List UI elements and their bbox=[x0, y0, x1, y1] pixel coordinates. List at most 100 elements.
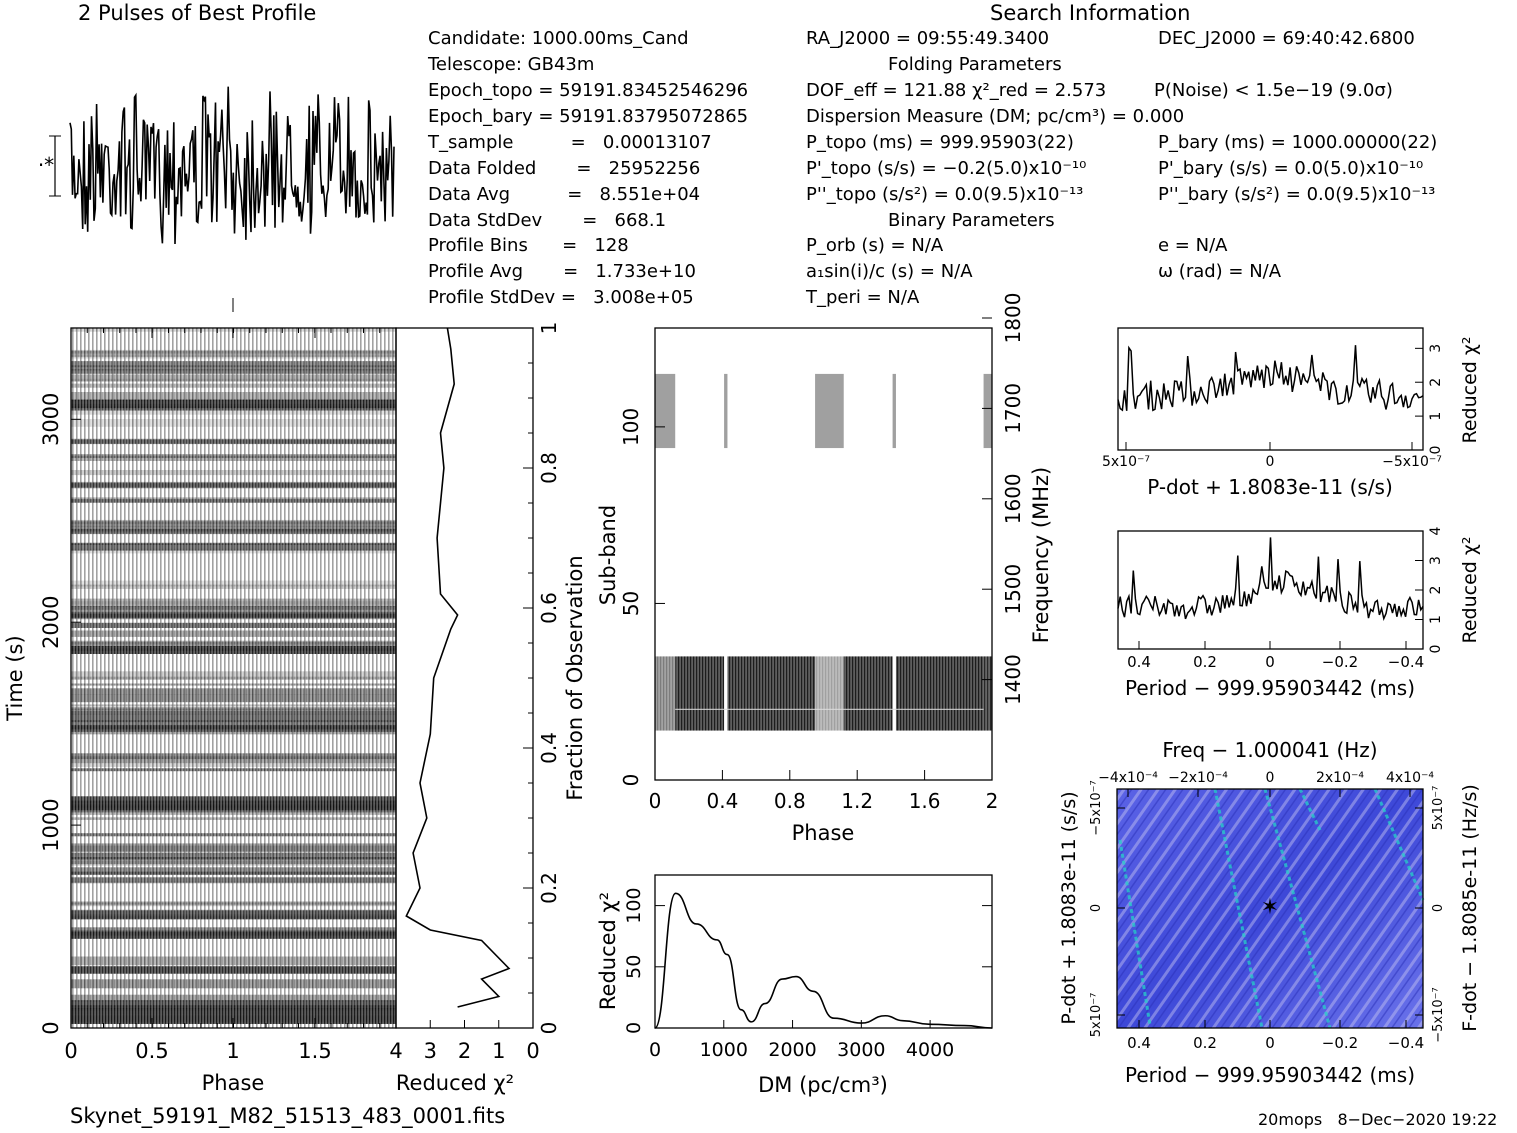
time-band bbox=[71, 671, 396, 676]
dec-line: DEC_J2000 = 69:40:42.6800 bbox=[1158, 28, 1415, 49]
frequency-ylabel: Frequency (MHz) bbox=[1029, 467, 1053, 643]
subband-block bbox=[983, 656, 992, 731]
a1sini-line: a₁sin(i)/c (s) = N/A bbox=[806, 261, 973, 282]
tsample-line: T_sample = 0.00013107 bbox=[428, 132, 712, 153]
ppdot-streak bbox=[1263, 788, 1332, 1029]
time-band bbox=[71, 1008, 396, 1016]
time-band bbox=[71, 455, 396, 461]
tick-label: 2000 bbox=[768, 1039, 816, 1061]
tick-label: 0.5 bbox=[135, 1039, 168, 1063]
tick-label: 0 bbox=[1428, 645, 1444, 654]
tick-label: −0.2 bbox=[1322, 653, 1358, 671]
tick-label: 5x10⁻⁷ bbox=[1089, 993, 1104, 1038]
time-band bbox=[71, 721, 396, 730]
tick-label: 1 bbox=[226, 1039, 239, 1063]
tick-label: −5x10⁻⁷ bbox=[1431, 987, 1446, 1042]
binary-title: Binary Parameters bbox=[888, 210, 1055, 231]
time-band bbox=[71, 759, 396, 767]
tick-label: 0.2 bbox=[537, 872, 561, 904]
dm-chi2-plot: 0 1000 2000 3000 4000 0 50 100 DM (pc/cm³) Red… bbox=[596, 874, 993, 1097]
tick-label: 1 bbox=[537, 322, 561, 335]
period-xlabel: Period − 999.95903442 (ms) bbox=[1125, 676, 1415, 700]
tick-label: 1 bbox=[1428, 412, 1444, 421]
tick-label: 1500 bbox=[1001, 564, 1025, 615]
tick-label: 1000 bbox=[700, 1039, 748, 1061]
tick-label: 0 bbox=[1428, 446, 1444, 455]
time-phase-ylabel: Time (s) bbox=[3, 635, 27, 721]
omega-line: ω (rad) = N/A bbox=[1158, 261, 1282, 282]
time-band bbox=[71, 383, 396, 388]
tick-label: 2x10⁻⁴ bbox=[1316, 770, 1364, 786]
pp-ylabel: P-dot + 1.8083e-11 (s/s) bbox=[1058, 791, 1080, 1024]
time-band bbox=[71, 909, 396, 915]
ppdot-streak bbox=[1213, 788, 1264, 1029]
time-band bbox=[71, 1000, 396, 1007]
folding-title: Folding Parameters bbox=[888, 54, 1062, 75]
time-band bbox=[71, 641, 396, 648]
time-band bbox=[71, 548, 396, 554]
subband-block bbox=[815, 373, 844, 449]
filename: Skynet_59191_M82_51513_483_0001.fits bbox=[70, 1104, 506, 1128]
time-band bbox=[71, 640, 396, 645]
subband-xlabel: Phase bbox=[792, 821, 855, 845]
time-band bbox=[71, 768, 396, 772]
time-chi2-ylabel: Fraction of Observation bbox=[563, 555, 587, 800]
pulse-profile-line bbox=[69, 86, 395, 245]
tick-label: 0 bbox=[39, 1021, 63, 1034]
time-band bbox=[71, 605, 396, 611]
subband-block bbox=[895, 656, 984, 731]
tick-label: 0 bbox=[619, 774, 643, 787]
time-band bbox=[71, 902, 396, 905]
pulse-profile-plot: ·* bbox=[38, 86, 395, 312]
tick-label: 0.4 bbox=[1127, 653, 1151, 671]
ppdot-streak bbox=[1373, 788, 1425, 901]
pdbary-line: P'_bary (s/s) = 0.0(5.0)x10⁻¹⁰ bbox=[1158, 158, 1424, 179]
time-chi2-line bbox=[405, 327, 511, 1008]
time-band bbox=[71, 994, 396, 1002]
tick-label: 1.5 bbox=[298, 1039, 331, 1063]
period-chi2-plot: 0.4 0.2 0 −0.2 −0.4 0 1 2 3 4 Period − 999.959034… bbox=[1117, 526, 1481, 700]
tick-label: 1700 bbox=[1001, 383, 1025, 434]
e-line: e = N/A bbox=[1158, 235, 1228, 256]
time-band bbox=[71, 438, 396, 444]
tick-label: −2x10⁻⁴ bbox=[1168, 770, 1228, 786]
time-band bbox=[71, 676, 396, 680]
pddtopo-line: P''_topo (s/s²) = 0.0(9.5)x10⁻¹³ bbox=[806, 184, 1084, 205]
pdot-chi2-line bbox=[1117, 345, 1424, 412]
time-band bbox=[71, 833, 396, 837]
time-band bbox=[71, 543, 396, 551]
profile-avg-line: Profile Avg = 1.733e+10 bbox=[428, 261, 696, 282]
time-band bbox=[71, 720, 396, 722]
epoch-topo-line: Epoch_topo = 59191.83452546296 bbox=[428, 80, 749, 101]
candidate-line: Candidate: 1000.00ms_Cand bbox=[428, 28, 689, 49]
time-band bbox=[71, 688, 396, 695]
time-band bbox=[71, 802, 396, 811]
porb-line: P_orb (s) = N/A bbox=[806, 235, 944, 256]
time-band bbox=[71, 853, 396, 860]
tick-label: 2000 bbox=[39, 595, 63, 648]
tick-label: 100 bbox=[623, 887, 645, 923]
time-band bbox=[71, 704, 396, 707]
time-band bbox=[71, 630, 396, 637]
pp-xlabel: Period − 999.95903442 (ms) bbox=[1125, 1063, 1415, 1087]
time-band bbox=[71, 369, 396, 373]
time-band bbox=[71, 756, 396, 759]
p-pdot-plot: ✶ 0.4 0.2 0 −0.2 −0.4 −4x10⁻⁴ −2x10⁻⁴ 0 2x10⁻⁴ 4x… bbox=[1058, 738, 1481, 1087]
tick-label: 3000 bbox=[39, 393, 63, 446]
ptopo-line: P_topo (ms) = 999.95903(22) bbox=[806, 132, 1074, 153]
time-band bbox=[71, 930, 396, 939]
tick-label: 1 bbox=[492, 1039, 505, 1063]
best-candidate-marker: ✶ bbox=[1261, 895, 1279, 920]
tick-label: 4x10⁻⁴ bbox=[1386, 770, 1434, 786]
tick-label: 0.6 bbox=[537, 592, 561, 624]
search-info-title: Search Information bbox=[990, 1, 1191, 25]
subband-block bbox=[892, 373, 896, 449]
tick-label: 0 bbox=[526, 1039, 539, 1063]
time-band bbox=[71, 419, 396, 427]
dm-chi2-line bbox=[654, 892, 993, 1029]
time-band bbox=[71, 526, 396, 532]
time-band bbox=[71, 877, 396, 883]
time-band bbox=[71, 706, 396, 710]
tick-label: 2 bbox=[458, 1039, 471, 1063]
time-band bbox=[71, 881, 396, 884]
